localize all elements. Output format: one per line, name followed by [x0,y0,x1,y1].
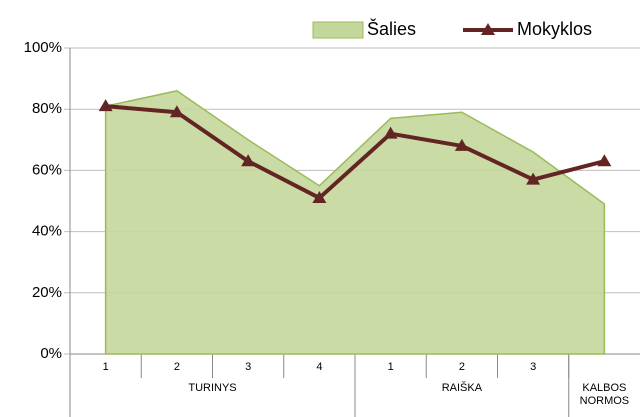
marker [241,154,256,167]
marker [597,154,612,167]
y-tick-label: 20% [32,284,62,301]
x-tick-label: 1 [388,361,394,373]
y-tick-label: 100% [24,39,62,56]
legend-label: Mokyklos [517,19,592,39]
x-tick-label: 3 [245,361,251,373]
x-tick-label: 2 [174,361,180,373]
marker [169,105,184,118]
x-tick-label: 3 [530,361,536,373]
y-tick-label: 40% [32,223,62,240]
marker [454,138,469,151]
y-tick-label: 60% [32,161,62,178]
marker [312,190,327,203]
group-label: TURINYS [188,382,237,394]
x-tick-label: 2 [459,361,465,373]
marker [98,99,113,112]
area [104,90,606,355]
y-tick-label: 80% [32,100,62,117]
legend-marker [481,23,495,35]
group-label: KALBOS NORMOS [579,382,630,407]
group-label: RAIŠKA [441,382,483,394]
legend-swatch [312,21,364,39]
marker [526,172,541,185]
legend-label: Šalies [367,18,416,39]
line [105,104,605,200]
y-tick-label: 0% [40,345,62,362]
x-tick-label: 4 [316,361,322,373]
x-tick-label: 1 [103,361,109,373]
marker [383,126,398,139]
